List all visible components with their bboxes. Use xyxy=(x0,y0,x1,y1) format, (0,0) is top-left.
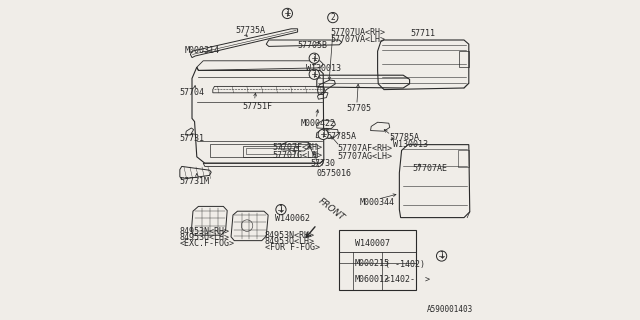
Text: M060012: M060012 xyxy=(355,276,390,284)
Text: 1: 1 xyxy=(278,205,284,214)
Text: 0575016: 0575016 xyxy=(317,169,352,178)
Circle shape xyxy=(310,54,319,62)
Text: <EXC.F-FOG>: <EXC.F-FOG> xyxy=(180,239,235,248)
Text: 84953O<LH>: 84953O<LH> xyxy=(180,233,230,242)
Text: 1: 1 xyxy=(285,9,290,18)
Text: M000344: M000344 xyxy=(360,198,395,207)
Text: 57705: 57705 xyxy=(347,104,372,113)
Text: <FOR F-FOG>: <FOR F-FOG> xyxy=(265,244,320,252)
Text: 84953O<LH>: 84953O<LH> xyxy=(265,237,315,246)
Bar xyxy=(339,230,416,290)
Circle shape xyxy=(341,259,351,269)
Text: 2: 2 xyxy=(344,260,349,268)
Circle shape xyxy=(341,238,351,248)
Text: M000314: M000314 xyxy=(184,46,220,55)
Text: 57707AF<RH>: 57707AF<RH> xyxy=(338,144,392,153)
Text: 57704: 57704 xyxy=(180,88,205,97)
Circle shape xyxy=(318,129,328,140)
Text: 1: 1 xyxy=(312,70,317,79)
Text: 57735A: 57735A xyxy=(236,26,265,35)
Circle shape xyxy=(310,70,319,78)
Text: 57730: 57730 xyxy=(310,159,335,168)
Text: W130013: W130013 xyxy=(393,140,428,149)
Text: 57711: 57711 xyxy=(410,29,435,38)
Text: 57707AG<LH>: 57707AG<LH> xyxy=(338,152,392,161)
Text: 1: 1 xyxy=(439,252,444,260)
Circle shape xyxy=(436,251,447,261)
Circle shape xyxy=(319,130,328,139)
Text: W140062: W140062 xyxy=(275,214,310,223)
Text: W140007: W140007 xyxy=(355,239,390,248)
Text: 57785A: 57785A xyxy=(326,132,356,141)
Text: 57707UA<RH>: 57707UA<RH> xyxy=(331,28,385,36)
Text: M000422: M000422 xyxy=(301,119,336,128)
Text: 57707F<RH>: 57707F<RH> xyxy=(273,143,323,152)
Text: 57751F: 57751F xyxy=(243,102,273,111)
Text: 57707G<LH>: 57707G<LH> xyxy=(273,151,323,160)
Text: W130013: W130013 xyxy=(306,64,340,73)
Circle shape xyxy=(328,12,338,23)
Text: ( -1402): ( -1402) xyxy=(385,260,425,268)
Text: 57731: 57731 xyxy=(180,134,205,143)
Text: A590001403: A590001403 xyxy=(427,305,473,314)
Text: 1: 1 xyxy=(312,54,317,63)
Text: 1: 1 xyxy=(344,239,349,248)
Circle shape xyxy=(283,9,292,18)
Circle shape xyxy=(309,69,319,79)
Text: 2: 2 xyxy=(330,13,335,22)
Text: 1: 1 xyxy=(321,130,326,139)
Text: 57707AE: 57707AE xyxy=(412,164,447,173)
Circle shape xyxy=(282,8,292,19)
Circle shape xyxy=(309,53,319,63)
Text: 57785A: 57785A xyxy=(389,133,419,142)
Text: 57731M: 57731M xyxy=(180,177,210,186)
Text: FRONT: FRONT xyxy=(316,196,346,222)
Text: 84953N<RH>: 84953N<RH> xyxy=(265,231,315,240)
Text: 57705B: 57705B xyxy=(298,41,328,50)
Text: <1402-  >: <1402- > xyxy=(385,276,429,284)
Text: M000215: M000215 xyxy=(355,260,390,268)
Text: 57707VA<LH>: 57707VA<LH> xyxy=(331,35,385,44)
Circle shape xyxy=(276,204,286,215)
Circle shape xyxy=(277,205,285,214)
Circle shape xyxy=(438,252,446,260)
Text: 84953N<RH>: 84953N<RH> xyxy=(180,227,230,236)
